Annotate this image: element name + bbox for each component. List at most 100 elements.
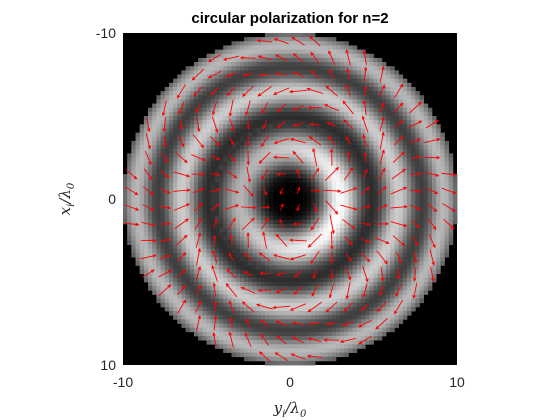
heatmap-cell xyxy=(386,158,391,163)
heatmap-cell xyxy=(323,253,328,258)
heatmap-cell xyxy=(311,66,316,71)
heatmap-cell xyxy=(257,195,262,200)
heatmap-cell xyxy=(248,99,253,104)
heatmap-cell xyxy=(215,137,220,142)
heatmap-cell xyxy=(332,328,337,333)
heatmap-cell xyxy=(328,37,333,42)
heatmap-cell xyxy=(240,319,245,324)
heatmap-cell xyxy=(436,257,441,262)
heatmap-cell xyxy=(353,162,358,167)
heatmap-cell xyxy=(252,299,257,304)
heatmap-cell xyxy=(232,145,237,150)
heatmap-cell xyxy=(186,257,191,262)
heatmap-cell xyxy=(277,257,282,262)
heatmap-cell xyxy=(282,319,287,324)
heatmap-cell xyxy=(173,91,178,96)
heatmap-cell xyxy=(207,99,212,104)
heatmap-cell xyxy=(419,124,424,129)
heatmap-cell xyxy=(257,191,262,196)
heatmap-cell xyxy=(277,328,282,333)
heatmap-cell xyxy=(332,249,337,254)
heatmap-cell xyxy=(424,241,429,246)
heatmap-cell xyxy=(136,137,141,142)
heatmap-cell xyxy=(269,95,274,100)
heatmap-cell xyxy=(123,178,128,183)
heatmap-cell xyxy=(311,83,316,88)
heatmap-cell xyxy=(340,245,345,250)
heatmap-cell xyxy=(257,216,262,221)
heatmap-cell xyxy=(136,145,141,150)
heatmap-cell xyxy=(290,133,295,138)
heatmap-cell xyxy=(144,265,149,270)
heatmap-cell xyxy=(131,149,136,154)
heatmap-cell xyxy=(336,307,341,312)
heatmap-cell xyxy=(307,187,312,192)
heatmap-cell xyxy=(332,294,337,299)
heatmap-cell xyxy=(223,216,228,221)
heatmap-cell xyxy=(282,166,287,171)
heatmap-cell xyxy=(340,207,345,212)
heatmap-cell xyxy=(453,216,458,221)
heatmap-cell xyxy=(357,174,362,179)
heatmap-cell xyxy=(407,195,412,200)
heatmap-cell xyxy=(161,191,166,196)
heatmap-cell xyxy=(390,112,395,117)
heatmap-cell xyxy=(444,236,449,241)
heatmap-cell xyxy=(307,195,312,200)
heatmap-cell xyxy=(223,95,228,100)
heatmap-cell xyxy=(294,278,299,283)
heatmap-cell xyxy=(173,299,178,304)
heatmap-cell xyxy=(432,265,437,270)
heatmap-cell xyxy=(332,270,337,275)
heatmap-cell xyxy=(315,294,320,299)
heatmap-cell xyxy=(424,191,429,196)
heatmap-cell xyxy=(315,241,320,246)
heatmap-cell xyxy=(332,340,337,345)
heatmap-cell xyxy=(232,75,237,80)
heatmap-cell xyxy=(386,216,391,221)
heatmap-cell xyxy=(190,124,195,129)
heatmap-cell xyxy=(277,133,282,138)
heatmap-cell xyxy=(148,133,153,138)
heatmap-cell xyxy=(244,128,249,133)
heatmap-cell xyxy=(277,344,282,349)
heatmap-cell xyxy=(403,137,408,142)
heatmap-cell xyxy=(390,116,395,121)
heatmap-cell xyxy=(365,174,370,179)
heatmap-cell xyxy=(232,116,237,121)
heatmap-cell xyxy=(156,112,161,117)
heatmap-cell xyxy=(407,149,412,154)
heatmap-cell xyxy=(382,75,387,80)
heatmap-cell xyxy=(399,216,404,221)
heatmap-cell xyxy=(236,211,241,216)
heatmap-cell xyxy=(436,166,441,171)
heatmap-cell xyxy=(186,99,191,104)
heatmap-cell xyxy=(156,245,161,250)
heatmap-cell xyxy=(265,116,270,121)
heatmap-cell xyxy=(219,199,224,204)
heatmap-cell xyxy=(202,95,207,100)
heatmap-cell xyxy=(186,270,191,275)
heatmap-cell xyxy=(403,195,408,200)
heatmap-cell xyxy=(415,274,420,279)
heatmap-cell xyxy=(269,245,274,250)
heatmap-cell xyxy=(261,357,266,362)
heatmap-cell xyxy=(353,286,358,291)
heatmap-cell xyxy=(419,241,424,246)
heatmap-cell xyxy=(215,50,220,55)
heatmap-cell xyxy=(332,133,337,138)
heatmap-cell xyxy=(173,87,178,92)
heatmap-cell xyxy=(294,344,299,349)
heatmap-cell xyxy=(353,311,358,316)
heatmap-cell xyxy=(357,182,362,187)
heatmap-cell xyxy=(223,328,228,333)
heatmap-cell xyxy=(269,124,274,129)
heatmap-cell xyxy=(219,70,224,75)
heatmap-cell xyxy=(232,79,237,84)
heatmap-cell xyxy=(328,99,333,104)
heatmap-cell xyxy=(177,178,182,183)
heatmap-cell xyxy=(240,162,245,167)
heatmap-cell xyxy=(390,294,395,299)
heatmap-cell xyxy=(357,153,362,158)
heatmap-cell xyxy=(248,79,253,84)
